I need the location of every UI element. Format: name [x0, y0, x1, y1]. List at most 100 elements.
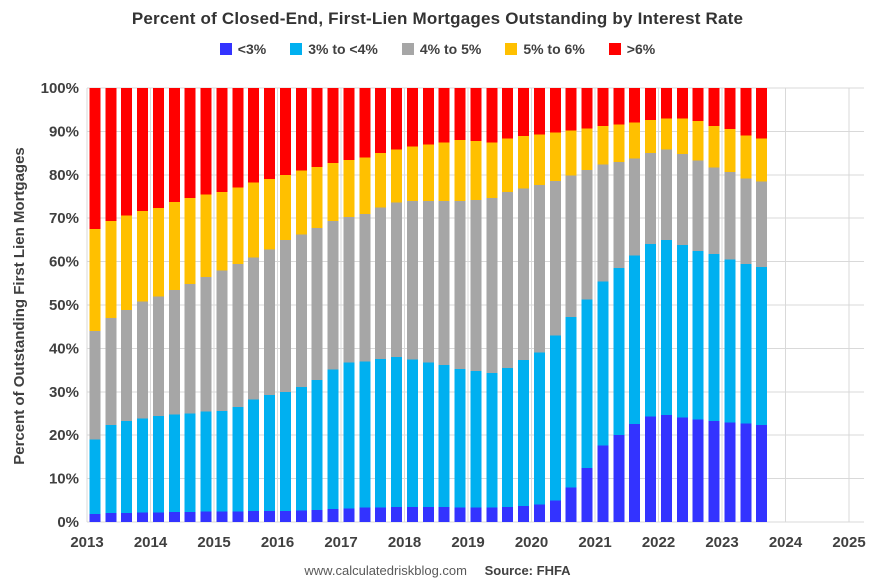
bar-segment	[470, 199, 482, 371]
bar-segment	[121, 88, 133, 216]
x-tick-label: 2016	[261, 534, 294, 551]
bar-segment	[660, 415, 672, 522]
bar-segment	[756, 88, 768, 139]
bar-segment	[295, 234, 307, 388]
bar-segment	[184, 413, 196, 513]
bar-segment	[454, 200, 466, 369]
bar-segment	[692, 120, 704, 161]
bar-segment	[502, 506, 514, 522]
bar-segment	[597, 445, 609, 522]
bar-segment	[406, 88, 418, 147]
website-credit: www.calculatedriskblog.com	[304, 563, 467, 578]
bar-segment	[184, 88, 196, 199]
bar-segment	[311, 88, 323, 167]
bar-segment	[549, 132, 561, 181]
bar-segment	[660, 239, 672, 416]
bar-segment	[311, 228, 323, 381]
bar-segment	[311, 509, 323, 522]
bar-segment	[629, 122, 641, 159]
bar-segment	[391, 88, 403, 150]
bar-segment	[105, 88, 117, 222]
x-tick-label: 2022	[642, 534, 675, 551]
chart-title: Percent of Closed-End, First-Lien Mortga…	[131, 9, 744, 28]
legend-item: 3% to <4%	[290, 41, 378, 57]
bar-segment	[137, 88, 149, 211]
bar-segment	[232, 406, 244, 512]
y-tick-label: 20%	[49, 427, 79, 444]
bar-segment	[597, 281, 609, 446]
bar-segment	[105, 424, 117, 513]
x-tick-label: 2017	[324, 534, 357, 551]
bar-segment	[613, 435, 625, 522]
bar-segment	[137, 418, 149, 513]
bar-segment	[264, 511, 276, 522]
bar-segment	[406, 146, 418, 201]
bar-segment	[327, 221, 339, 370]
bar-segment	[359, 507, 371, 522]
legend-item: <3%	[219, 41, 266, 57]
legend-label: 4% to 5%	[419, 41, 482, 57]
legend-swatch	[608, 43, 621, 55]
bar-segment	[105, 318, 117, 425]
legend-item: 4% to 5%	[401, 41, 482, 57]
bar-segment	[660, 88, 672, 119]
bar-segment	[613, 88, 625, 125]
bar-segment	[645, 120, 657, 154]
bar-segment	[676, 88, 688, 119]
legend-label: 5% to 6%	[523, 41, 585, 57]
bar-segment	[422, 88, 434, 145]
bar-segment	[391, 149, 403, 203]
y-tick-label: 60%	[49, 254, 79, 271]
bar-segment	[470, 370, 482, 508]
bar-segment	[724, 172, 736, 260]
y-tick-label: 10%	[49, 471, 79, 488]
bar-segment	[724, 259, 736, 423]
bar-segment	[168, 414, 180, 513]
bar-segment	[676, 153, 688, 246]
bar-segment	[375, 507, 387, 522]
bar-segment	[232, 511, 244, 522]
bar-segment	[676, 245, 688, 418]
bar-segment	[708, 167, 720, 254]
bar-segment	[279, 174, 291, 240]
x-tick-label: 2018	[388, 534, 421, 551]
bar-segment	[89, 439, 101, 514]
bar-segment	[454, 88, 466, 141]
bar-segment	[708, 88, 720, 126]
bar-segment	[232, 263, 244, 407]
legend-label: 3% to <4%	[308, 41, 378, 57]
bar-segment	[279, 88, 291, 175]
bar-segment	[406, 200, 418, 360]
bar-segment	[724, 128, 736, 173]
bar-segment	[629, 255, 641, 424]
x-tick-label: 2020	[515, 534, 548, 551]
bar-segment	[216, 511, 228, 522]
bar-segment	[89, 513, 101, 522]
bar-segment	[692, 250, 704, 420]
bar-segment	[327, 369, 339, 509]
bar-segment	[264, 88, 276, 180]
bar-segment	[438, 507, 450, 522]
bar-segment	[216, 88, 228, 193]
bar-segment	[565, 175, 577, 318]
chart-footer: www.calculatedriskblog.com Source: FHFA	[0, 563, 875, 578]
bar-segment	[168, 512, 180, 522]
bar-segment	[184, 284, 196, 414]
bar-segment	[422, 362, 434, 507]
bar-segment	[518, 88, 530, 137]
bar-segment	[295, 387, 307, 511]
data-source: Source: FHFA	[484, 563, 571, 578]
bar-segment	[502, 88, 514, 139]
bar-segment	[629, 158, 641, 256]
bar-segment	[343, 88, 355, 161]
bar-segment	[295, 170, 307, 235]
y-tick-label: 40%	[49, 340, 79, 357]
bar-segment	[740, 423, 752, 522]
bar-segment	[327, 88, 339, 164]
bar-segment	[756, 138, 768, 182]
bar-segment	[279, 239, 291, 393]
bar-segment	[470, 507, 482, 522]
bar-segment	[121, 512, 133, 522]
bar-segment	[343, 216, 355, 363]
